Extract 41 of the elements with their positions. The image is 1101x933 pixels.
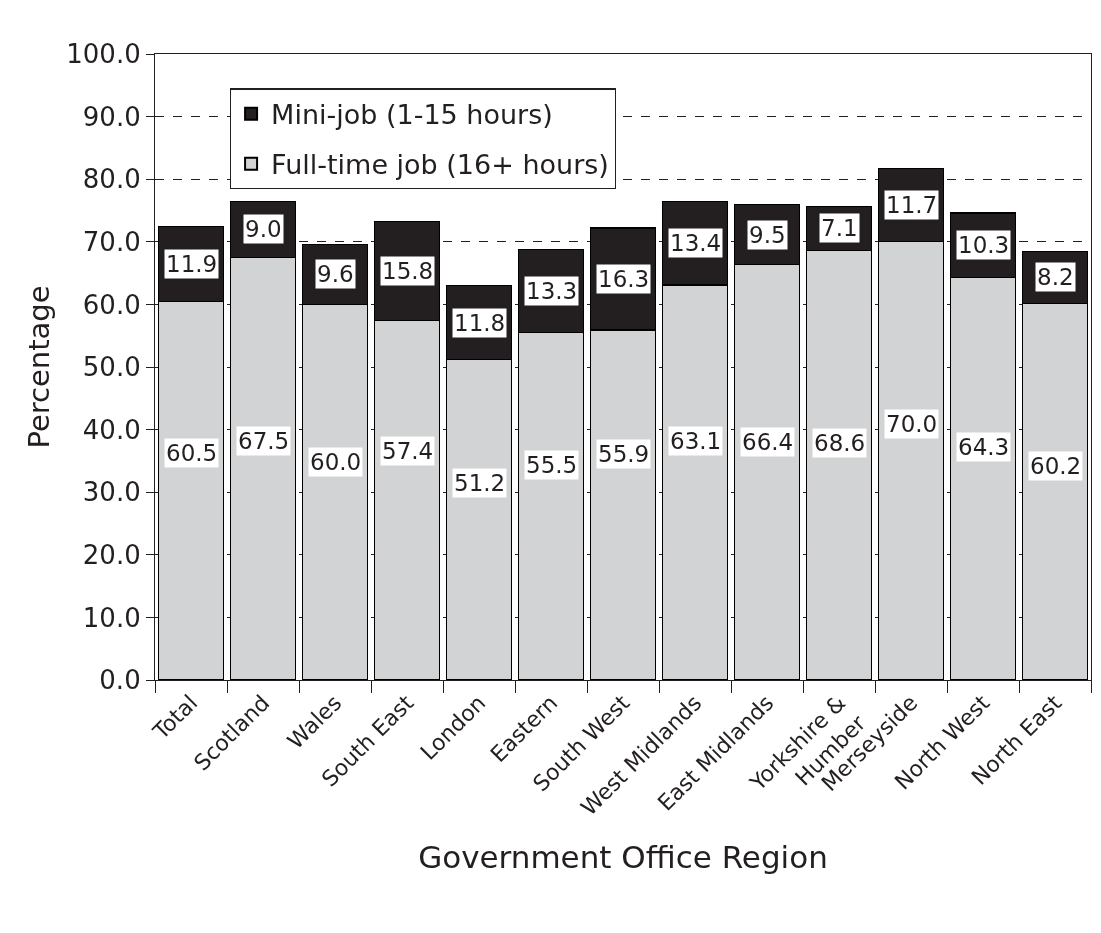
y-tick-label: 40.0 [82, 414, 141, 445]
data-label: 13.4 [670, 230, 722, 256]
y-tick-label: 60.0 [82, 289, 141, 320]
data-label: 60.2 [1030, 453, 1082, 479]
data-label: 9.6 [317, 261, 354, 287]
y-axis-title: Percentage [21, 285, 56, 449]
y-tick-label: 30.0 [82, 477, 141, 508]
legend-label: Mini-job (1-15 hours) [271, 99, 553, 131]
x-axis-title: Government Office Region [418, 838, 828, 875]
y-tick-label: 10.0 [82, 602, 141, 633]
y-tick-label: 100.0 [66, 39, 141, 70]
data-label: 9.5 [749, 222, 786, 248]
data-label: 57.4 [382, 438, 434, 464]
data-label: 51.2 [454, 470, 506, 496]
data-label: 67.5 [238, 428, 290, 454]
y-tick-label: 70.0 [82, 226, 141, 257]
data-label: 8.2 [1037, 264, 1074, 290]
data-label: 70.0 [886, 411, 938, 437]
data-label: 15.8 [382, 258, 434, 284]
data-label: 16.3 [598, 266, 650, 292]
data-label: 55.9 [598, 441, 650, 467]
data-label: 68.6 [814, 430, 866, 456]
data-label: 63.1 [670, 428, 722, 454]
data-label: 66.4 [742, 429, 794, 455]
y-tick-label: 50.0 [82, 352, 141, 383]
data-label: 9.0 [245, 216, 282, 242]
y-tick-label: 0.0 [99, 665, 141, 696]
data-label: 7.1 [821, 215, 858, 241]
data-label: 10.3 [958, 232, 1010, 258]
data-label: 11.8 [454, 310, 506, 336]
data-label: 60.5 [166, 440, 218, 466]
y-tick-label: 80.0 [82, 164, 141, 195]
y-tick-label: 20.0 [82, 539, 141, 570]
data-label: 60.0 [310, 449, 362, 475]
data-label: 11.9 [166, 251, 218, 277]
y-tick-label: 90.0 [82, 101, 141, 132]
legend-label: Full-time job (16+ hours) [271, 149, 609, 181]
data-label: 11.7 [886, 192, 938, 218]
data-label: 13.3 [526, 278, 578, 304]
data-label: 64.3 [958, 434, 1010, 460]
data-label: 55.5 [526, 452, 578, 478]
